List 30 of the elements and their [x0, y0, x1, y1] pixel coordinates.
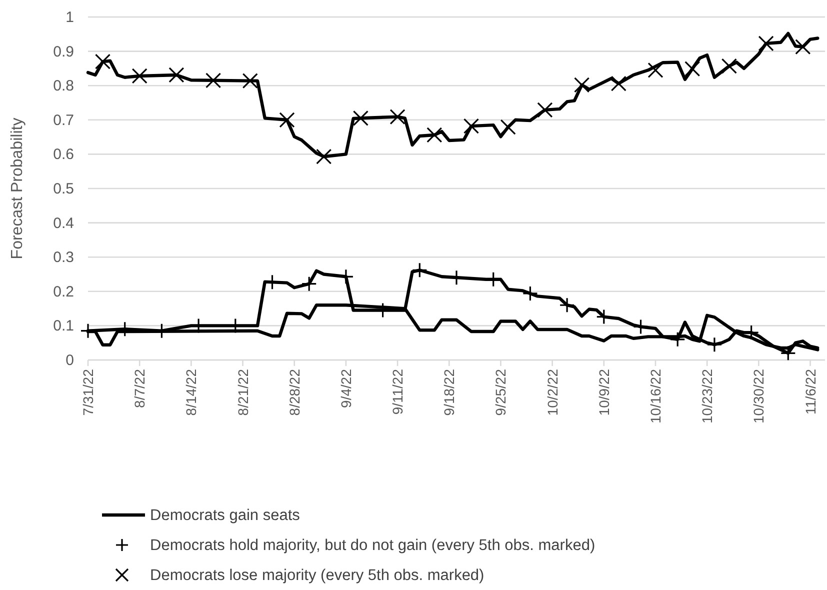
- x-tick-label: 10/23/22: [699, 368, 716, 424]
- x-tick-label: 9/4/22: [338, 368, 354, 408]
- legend-label: Democrats hold majority, but do not gain (every 5th obs. marked): [150, 537, 596, 554]
- legend-label: Democrats gain seats: [150, 507, 300, 524]
- y-tick-label: 0.7: [53, 112, 74, 129]
- x-tick-label: 8/21/22: [234, 368, 251, 416]
- y-tick-label: 0.6: [53, 146, 74, 164]
- y-tick-label: 0.2: [53, 283, 74, 300]
- x-tick-label: 10/30/22: [750, 368, 767, 424]
- y-tick-label: 0.5: [53, 180, 74, 198]
- x-tick-label: 10/16/22: [647, 368, 664, 424]
- x-tick-label: 9/18/22: [441, 368, 458, 416]
- x-tick-label: 8/14/22: [183, 368, 200, 416]
- x-tick-label: 11/6/22: [802, 368, 818, 415]
- x-tick-label: 8/7/22: [132, 368, 148, 408]
- y-tick-label: 1: [66, 9, 74, 26]
- x-tick-label: 10/9/22: [596, 368, 612, 416]
- legend-label: Democrats lose majority (every 5th obs. marked): [150, 567, 484, 584]
- y-tick-label: 0.8: [53, 78, 74, 95]
- y-tick-label: 0.9: [53, 43, 74, 60]
- y-tick-label: 0.3: [53, 249, 74, 266]
- x-tick-label: 10/2/22: [544, 368, 560, 416]
- y-tick-label: 0.4: [53, 214, 74, 232]
- x-tick-label: 9/25/22: [492, 368, 509, 416]
- x-tick-label: 7/31/22: [80, 368, 96, 416]
- y-axis-title: Forecast Probability: [9, 118, 26, 260]
- y-tick-label: 0.1: [53, 318, 74, 335]
- x-tick-label: 9/11/22: [390, 368, 406, 415]
- x-tick-label: 8/28/22: [286, 368, 302, 416]
- y-tick-label: 0: [66, 352, 74, 369]
